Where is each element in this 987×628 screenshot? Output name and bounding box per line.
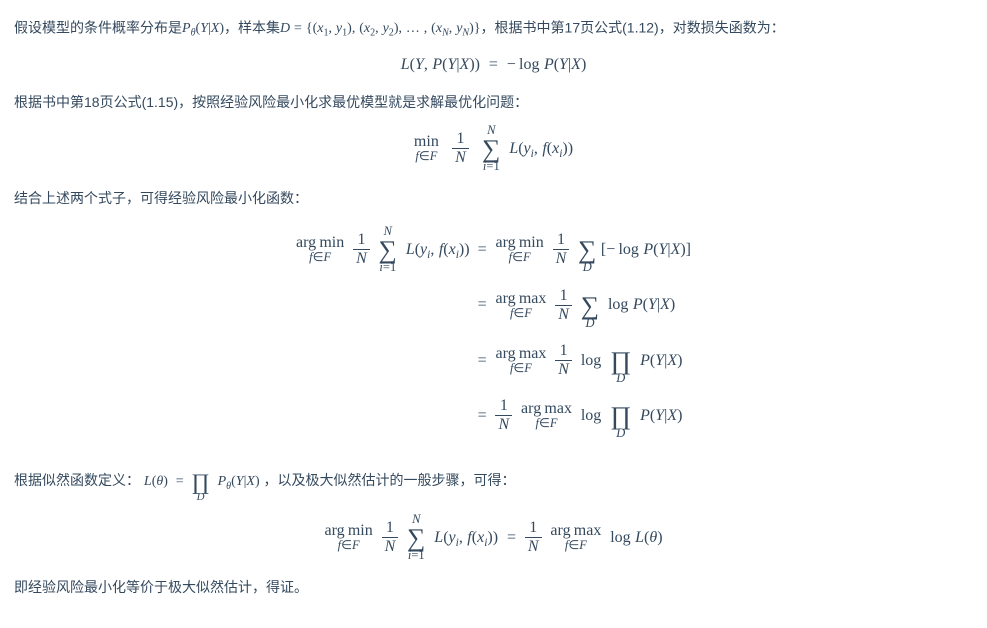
- paragraph-4: 根据似然函数定义： L(θ) = ∏D Pθ(Y|X) ，以及极大似然估计的一般…: [14, 460, 973, 503]
- p4-post: ，以及极大似然估计的一般步骤，可得：: [264, 472, 516, 488]
- math-p-theta: Pθ(Y|X): [182, 16, 224, 42]
- derivation-row-1: arg minf∈F 1N N∑i=1 L(yi, f(xi)) = arg m…: [296, 225, 691, 274]
- derivation-row-3: arg minf∈F 1N N∑i=1 L(yi, f(xi)) = arg m…: [296, 336, 691, 385]
- paragraph-2: 根据书中第18页公式(1.15)，按照经验风险最小化求最优模型就是求解最优化问题…: [14, 91, 973, 113]
- equation-derivation: arg minf∈F 1N N∑i=1 L(yi, f(xi)) = arg m…: [14, 219, 973, 446]
- paragraph-1: 假设模型的条件概率分布是Pθ(Y|X)，样本集D = {(x1, y1), (x…: [14, 16, 973, 42]
- paragraph-5: 即经验风险最小化等价于极大似然估计，得证。: [14, 576, 973, 598]
- equation-erm: min f∈F 1N N ∑ i=1 L(yi, f(xi)): [14, 124, 973, 173]
- paragraph-3: 结合上述两个式子，可得经验风险最小化函数：: [14, 187, 973, 209]
- p4-pre: 根据似然函数定义：: [14, 472, 140, 488]
- p1-mid2: ，根据书中第17页公式(1.12)，对数损失函数为：: [481, 20, 785, 36]
- sum-operator-1: N ∑ i=1: [482, 124, 500, 173]
- min-operator: min f∈F: [414, 134, 439, 163]
- derivation-row-2: arg minf∈F 1N N∑i=1 L(yi, f(xi)) = arg m…: [296, 280, 691, 329]
- p1-pre: 假设模型的条件概率分布是: [14, 20, 182, 36]
- math-dataset: D = {(x1, y1), (x2, y2), … , (xN, yN)}: [280, 16, 481, 42]
- derivation-row-4: arg minf∈F 1N N∑i=1 L(yi, f(xi)) = 1N ar…: [296, 391, 691, 440]
- equation-conclusion: arg minf∈F 1N N∑i=1 L(yi, f(xi)) = 1N ar…: [14, 513, 973, 562]
- math-likelihood-def: L(θ) = ∏D Pθ(Y|X): [144, 460, 260, 503]
- p1-mid1: ，样本集: [224, 20, 280, 36]
- equation-log-loss: L(Y, P(Y|X)) = − log P(Y|X): [14, 52, 973, 78]
